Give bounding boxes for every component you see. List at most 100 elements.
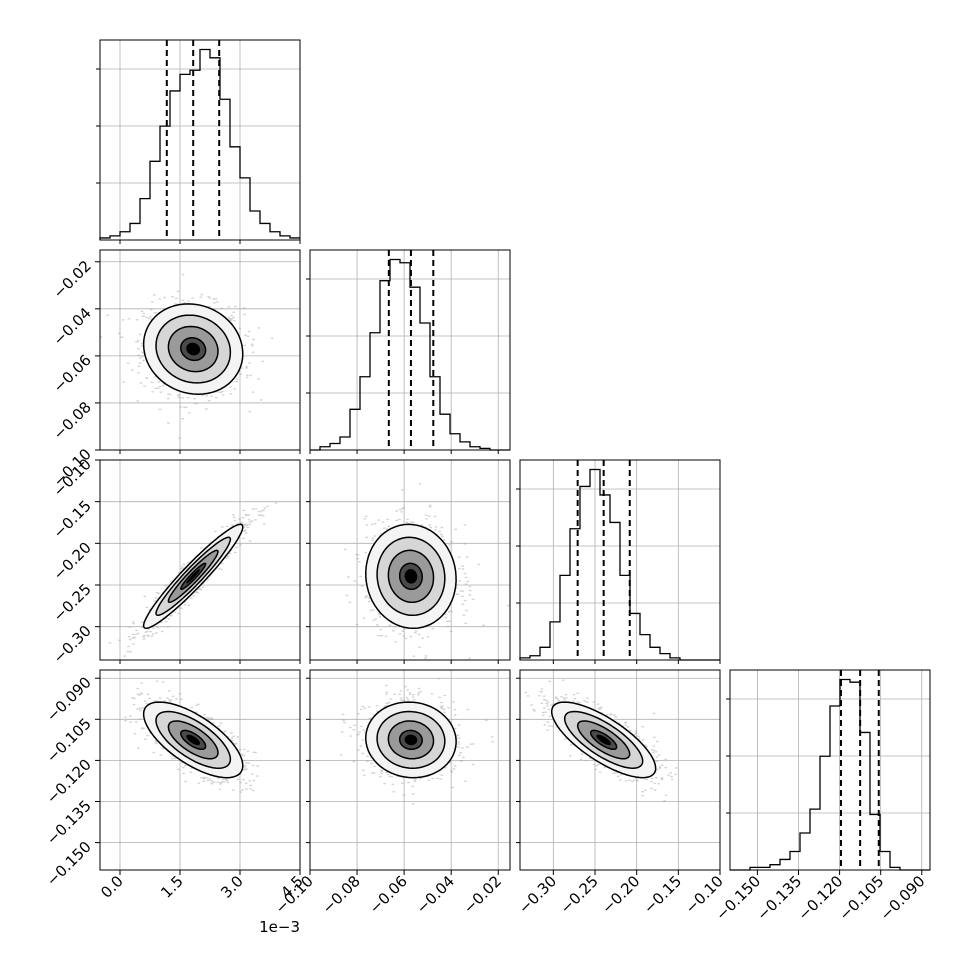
y-tick-label: −0.105 (43, 714, 95, 766)
panel-contents (343, 483, 510, 659)
y-axis-2: −0.30−0.25−0.20−0.15−0.10 (50, 455, 100, 667)
x-tick-label: 0.0 (97, 872, 127, 902)
histogram-panel-3 (726, 669, 931, 871)
x-tick-label: −0.120 (794, 872, 846, 924)
contour-line (376, 536, 446, 617)
x-tick-label: −0.04 (413, 872, 458, 917)
y-tick-label: −0.04 (50, 304, 95, 349)
inner-ticks (119, 450, 301, 454)
histogram-panel-1 (306, 249, 511, 451)
panel-frame (99, 459, 301, 661)
panel-contents (108, 502, 278, 657)
y-tick-label: −0.135 (43, 797, 95, 849)
x-axis-2: −0.30−0.25−0.20−0.15−0.10 (515, 870, 727, 917)
inner-ticks (306, 459, 499, 664)
panel-frame (309, 459, 511, 661)
contour-line (398, 729, 423, 751)
scatter-panel-0-3 (99, 669, 301, 871)
x-tick-label: −0.30 (515, 872, 560, 917)
y-tick-label: −0.150 (43, 838, 95, 890)
density-core (404, 734, 418, 746)
hist-ticks-1 (309, 450, 499, 454)
contour-line (142, 523, 244, 630)
y-tick-label: −0.15 (50, 497, 95, 542)
contour-line (167, 720, 219, 760)
x-tick-label: −0.08 (319, 872, 364, 917)
panel-frame (309, 249, 511, 451)
x-tick-label: −0.090 (877, 872, 929, 924)
scatter-panel-0-1 (99, 249, 301, 451)
density-core (596, 734, 611, 746)
y-tick-label: −0.08 (50, 398, 95, 443)
x-tick-label: −0.135 (753, 872, 805, 924)
x-offset-label: 1e−3 (259, 918, 300, 936)
y-tick-label: −0.06 (50, 351, 95, 396)
y-tick-label: −0.25 (50, 580, 95, 625)
panel-contents (339, 677, 494, 805)
x-axis-1: −0.10 −0.08 −0.06 −0.04 −0.02 (272, 870, 505, 917)
y-tick-label: −0.120 (43, 756, 95, 808)
scatter-panel-0-2 (99, 459, 301, 661)
contour-line (576, 720, 631, 760)
inner-ticks (119, 660, 301, 664)
inner-ticks (516, 677, 520, 844)
y-axis-1: −0.10−0.08−0.06−0.04−0.02 (50, 257, 100, 490)
y-tick-label: −0.30 (50, 622, 95, 667)
y-tick-label: −0.02 (50, 257, 95, 302)
panel-frame (99, 249, 301, 451)
contour-line (563, 710, 644, 769)
histogram-step-line (730, 678, 930, 871)
x-tick-label: −0.25 (557, 872, 602, 917)
contour-line (167, 549, 219, 604)
histogram-step-line (99, 48, 300, 240)
contour-line (550, 701, 657, 779)
x-tick-label: −0.20 (598, 872, 643, 917)
density-core (404, 569, 418, 584)
scatter-panel-1-2 (309, 459, 511, 661)
x-axis-3: −0.150−0.135−0.120−0.105−0.090 (712, 870, 929, 924)
contour-line (589, 729, 618, 751)
y-axis-3: −0.150−0.135−0.120−0.105−0.090 (43, 673, 100, 890)
contour-line (376, 710, 446, 769)
inner-ticks (306, 677, 310, 844)
x-tick-label: 1.5 (157, 872, 187, 902)
contour-line (398, 562, 423, 591)
y-tick-label: −0.20 (50, 538, 95, 583)
scatter-panel-1-3 (309, 669, 511, 871)
density-core (186, 342, 201, 356)
contour-line (387, 549, 435, 604)
contour-line (180, 729, 207, 751)
panel-contents (100, 273, 274, 439)
panel-frame (99, 669, 301, 871)
x-tick-label: −0.06 (366, 872, 411, 917)
x-tick-label: −0.15 (640, 872, 685, 917)
hist-ticks-2 (552, 660, 721, 664)
histogram-step-line (519, 468, 720, 661)
x-tick-label: −0.02 (460, 872, 505, 917)
panel-frame (519, 459, 721, 661)
contour-line (180, 337, 207, 362)
panel-frame (729, 669, 931, 871)
histogram-panel-0 (96, 39, 301, 241)
x-tick-label: 3.0 (217, 872, 247, 902)
density-core (186, 569, 201, 584)
panel-contents (524, 679, 678, 802)
scatter-panel-2-3 (519, 669, 721, 871)
contour-line (155, 710, 232, 769)
density-core (186, 734, 201, 746)
y-tick-label: −0.090 (43, 673, 95, 725)
contour-line (142, 701, 244, 779)
contour-line (155, 314, 232, 384)
contour-line (365, 701, 457, 779)
histogram-panel-2 (516, 459, 721, 661)
contour-line (387, 720, 435, 760)
contour-line (365, 523, 457, 630)
contour-line (155, 536, 232, 617)
hist-ticks-0 (119, 240, 301, 244)
contour-line (142, 303, 244, 395)
panel-frame (309, 669, 511, 871)
contour-line (180, 562, 207, 591)
panel-frame (99, 39, 301, 241)
contour-line (167, 325, 219, 373)
